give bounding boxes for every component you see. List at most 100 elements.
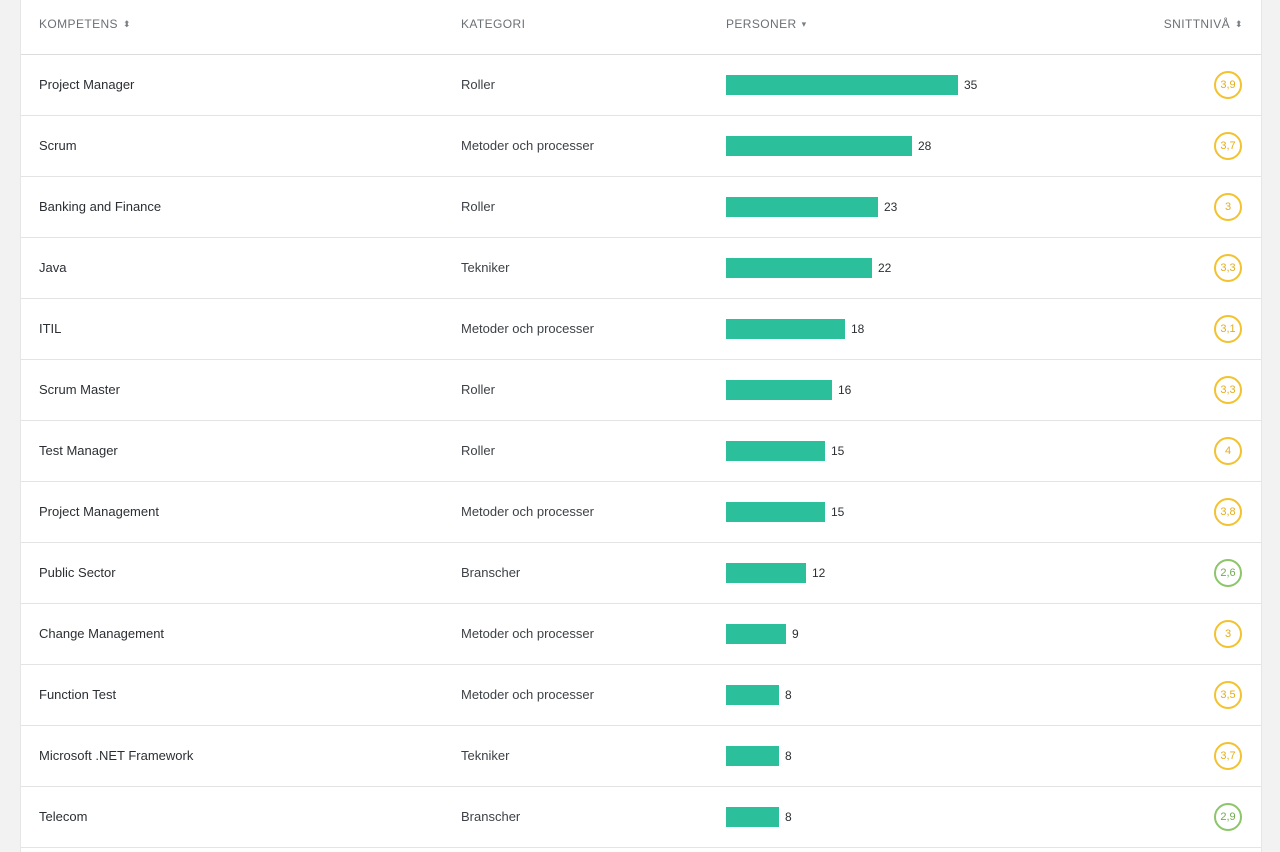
persons-bar-cell: 28	[726, 136, 931, 156]
avg-level-badge: 3	[1214, 620, 1242, 648]
skill-category: Branscher	[461, 565, 521, 580]
skills-table: KOMPETENS ⬍ KATEGORI PERSONER ▾ SNITTNIVÅ ⬍…	[20, 0, 1262, 852]
column-header-avg-level[interactable]: SNITTNIVÅ ⬍	[1164, 17, 1243, 31]
table-row[interactable]: Test Manager Roller 15 4	[21, 421, 1261, 482]
persons-bar-cell: 8	[726, 685, 792, 705]
skill-category: Roller	[461, 199, 495, 214]
skill-category: Branscher	[461, 809, 521, 824]
sort-both-icon: ⬍	[122, 19, 131, 29]
table-row[interactable]: ITIL Metoder och processer 18 3,1	[21, 299, 1261, 360]
persons-bar	[726, 258, 872, 278]
persons-bar-cell: 16	[726, 380, 851, 400]
avg-level-badge: 3,1	[1214, 315, 1242, 343]
avg-level-badge: 3,8	[1214, 498, 1242, 526]
persons-bar	[726, 563, 806, 583]
table-row[interactable]: Java Tekniker 22 3,3	[21, 238, 1261, 299]
skill-category: Roller	[461, 77, 495, 92]
table-row[interactable]: Banking and Finance Roller 23 3	[21, 177, 1261, 238]
skill-category: Metoder och processer	[461, 626, 594, 641]
persons-count: 12	[812, 566, 826, 580]
column-header-avg-label: SNITTNIVÅ	[1163, 17, 1231, 31]
skill-category: Metoder och processer	[461, 504, 594, 519]
table-row[interactable]: Change Management Metoder och processer 9 3	[21, 604, 1261, 665]
persons-bar-cell: 22	[726, 258, 891, 278]
avg-level-badge: 3,7	[1214, 132, 1242, 160]
persons-count: 18	[851, 322, 865, 336]
sort-down-icon: ▾	[801, 19, 807, 29]
persons-bar	[726, 197, 878, 217]
persons-count: 8	[785, 810, 792, 824]
skill-name: Project Management	[39, 504, 159, 519]
persons-bar	[726, 685, 779, 705]
table-row[interactable]: Function Test Metoder och processer 8 3,5	[21, 665, 1261, 726]
persons-count: 35	[964, 78, 978, 92]
table-row[interactable]: Microsoft .NET Framework Tekniker 8 3,7	[21, 726, 1261, 787]
persons-bar	[726, 380, 832, 400]
persons-bar	[726, 502, 825, 522]
persons-bar-cell: 9	[726, 624, 799, 644]
avg-level-badge: 3,3	[1214, 254, 1242, 282]
persons-bar-cell: 35	[726, 75, 977, 95]
column-header-persons-label: PERSONER	[726, 17, 797, 31]
persons-bar-cell: 15	[726, 502, 844, 522]
avg-level-badge: 3,3	[1214, 376, 1242, 404]
persons-count: 8	[785, 688, 792, 702]
persons-count: 8	[785, 749, 792, 763]
persons-count: 16	[838, 383, 852, 397]
skill-name: Test Manager	[39, 443, 118, 458]
avg-level-badge: 3,5	[1214, 681, 1242, 709]
avg-level-badge: 3,7	[1214, 742, 1242, 770]
skill-category: Tekniker	[461, 748, 510, 763]
persons-bar-cell: 23	[726, 197, 897, 217]
skill-name: Project Manager	[39, 77, 135, 92]
persons-bar-cell: 8	[726, 746, 792, 766]
persons-count: 9	[792, 627, 799, 641]
persons-bar-cell: 12	[726, 563, 825, 583]
persons-bar	[726, 319, 845, 339]
avg-level-badge: 2,6	[1214, 559, 1242, 587]
sort-both-icon: ⬍	[1235, 19, 1243, 29]
table-header: KOMPETENS ⬍ KATEGORI PERSONER ▾ SNITTNIVÅ ⬍	[21, 0, 1261, 55]
avg-level-badge: 4	[1214, 437, 1242, 465]
column-header-category-label: KATEGORI	[461, 17, 526, 31]
persons-bar	[726, 746, 779, 766]
persons-bar-cell: 15	[726, 441, 844, 461]
skill-name: Telecom	[39, 809, 88, 824]
skill-name: Scrum Master	[39, 382, 120, 397]
column-header-category: KATEGORI	[461, 17, 525, 31]
skill-name: Microsoft .NET Framework	[39, 748, 194, 763]
table-row[interactable]: Public Sector Branscher 12 2,6	[21, 543, 1261, 604]
table-row[interactable]: Project Manager Roller 35 3,9	[21, 55, 1261, 116]
table-body: Project Manager Roller 35 3,9 Scrum Metoder o…	[21, 55, 1261, 848]
skill-category: Roller	[461, 382, 495, 397]
column-header-persons[interactable]: PERSONER ▾	[726, 17, 806, 31]
skill-category: Metoder och processer	[461, 138, 594, 153]
avg-level-badge: 3,9	[1214, 71, 1242, 99]
skill-name: Change Management	[39, 626, 165, 641]
persons-bar	[726, 75, 958, 95]
skill-name: Banking and Finance	[39, 199, 162, 214]
persons-bar	[726, 136, 912, 156]
skill-category: Metoder och processer	[461, 321, 594, 336]
persons-count: 15	[831, 505, 845, 519]
table-row[interactable]: Scrum Metoder och processer 28 3,7	[21, 116, 1261, 177]
column-header-skill-label: KOMPETENS	[39, 17, 118, 31]
persons-count: 15	[831, 444, 845, 458]
skill-category: Metoder och processer	[461, 687, 594, 702]
skill-name: Public Sector	[39, 565, 116, 580]
persons-bar	[726, 441, 825, 461]
table-row[interactable]: Scrum Master Roller 16 3,3	[21, 360, 1261, 421]
avg-level-badge: 3	[1214, 193, 1242, 221]
persons-count: 28	[918, 139, 932, 153]
skill-name: ITIL	[39, 321, 62, 336]
table-row[interactable]: Project Management Metoder och processer 1…	[21, 482, 1261, 543]
persons-bar	[726, 807, 779, 827]
persons-count: 22	[878, 261, 892, 275]
skill-category: Tekniker	[461, 260, 510, 275]
skill-name: Java	[39, 260, 67, 275]
table-row[interactable]: Telecom Branscher 8 2,9	[21, 787, 1261, 848]
persons-bar-cell: 8	[726, 807, 792, 827]
avg-level-badge: 2,9	[1214, 803, 1242, 831]
persons-count: 23	[884, 200, 898, 214]
column-header-skill[interactable]: KOMPETENS ⬍	[39, 17, 131, 31]
